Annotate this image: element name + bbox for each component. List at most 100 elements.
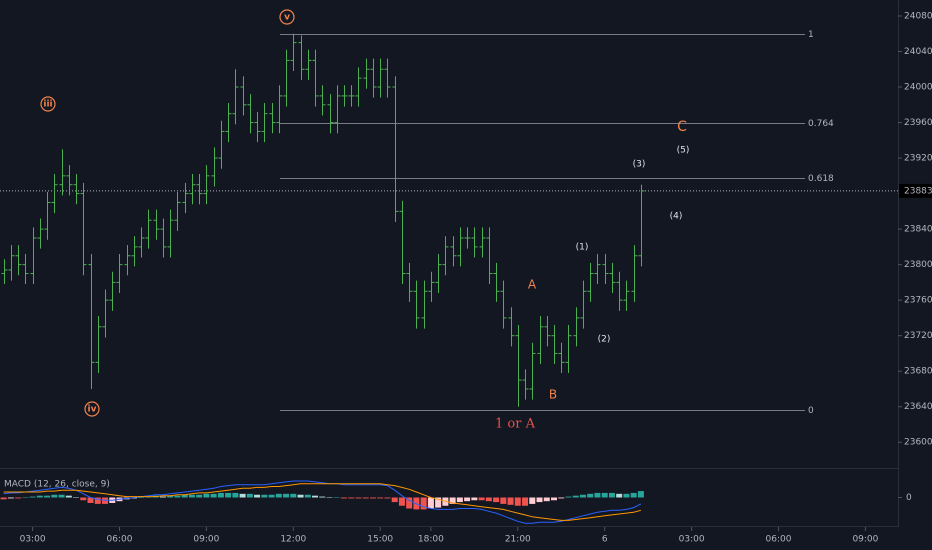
wave-circle: [40, 96, 56, 112]
macd-histogram: [94, 497, 101, 504]
macd-histogram: [65, 495, 72, 498]
macd-histogram: [485, 497, 492, 502]
macd-histogram: [579, 494, 586, 498]
macd-histogram: [514, 497, 521, 506]
y-tick-label: 24000: [904, 83, 932, 93]
fib-label: 0.618: [808, 174, 834, 184]
x-tick-label: 06:00: [766, 535, 792, 545]
macd-histogram: [232, 492, 239, 498]
last-price-box: [899, 183, 932, 198]
macd-histogram: [290, 493, 297, 498]
x-tick-label: 21:00: [505, 535, 531, 545]
macd-histogram: [536, 497, 543, 503]
macd-histogram: [340, 497, 347, 499]
macd-histogram: [196, 494, 203, 498]
macd-histogram: [36, 495, 43, 498]
x-tick-label: 12:00: [280, 535, 306, 545]
macd-histogram: [522, 497, 529, 506]
macd-histogram: [58, 494, 65, 498]
wave-label: v: [284, 13, 290, 23]
x-tick-label: 09:00: [852, 535, 878, 545]
wave-label: (1): [576, 243, 589, 253]
x-tick-label: 6: [602, 535, 608, 545]
macd-histogram: [435, 497, 442, 508]
macd-histogram: [565, 496, 572, 498]
wave-label: A: [528, 278, 537, 292]
macd-title: MACD (12, 26, close, 9): [4, 480, 110, 490]
macd-histogram: [355, 497, 362, 499]
x-tick-label: 09:00: [193, 535, 219, 545]
y-tick-label: 23960: [904, 118, 932, 128]
y-tick-label: 23600: [904, 438, 932, 448]
x-tick-label: 06:00: [107, 535, 133, 545]
macd-histogram: [369, 497, 376, 499]
last-price-label: 23883: [904, 186, 932, 196]
macd-histogram: [420, 497, 427, 510]
y-tick-label: 23840: [904, 225, 932, 235]
macd-histogram: [384, 497, 391, 499]
y-tick-label: 24080: [904, 11, 932, 21]
macd-histogram: [283, 493, 290, 498]
macd-histogram: [210, 493, 217, 498]
x-tick-label: 03:00: [20, 535, 46, 545]
y-tick-label: 23920: [904, 154, 932, 164]
macd-histogram: [572, 495, 579, 498]
fib-label: 1: [808, 30, 814, 40]
macd-histogram: [297, 494, 304, 498]
macd-histogram: [427, 497, 434, 509]
macd-histogram: [7, 497, 14, 499]
macd-histogram: [217, 492, 224, 498]
x-tick-label: 15:00: [367, 535, 393, 545]
y-tick-label: 24040: [904, 47, 932, 57]
macd-histogram: [51, 494, 58, 498]
fib-label: 0: [808, 406, 814, 416]
macd-histogram: [22, 497, 29, 498]
macd-histogram: [464, 497, 471, 502]
macd-histogram: [637, 491, 644, 498]
y-tick-label: 23680: [904, 367, 932, 377]
macd-histogram: [616, 493, 623, 498]
macd-histogram: [398, 497, 405, 506]
macd-histogram: [181, 494, 188, 498]
macd-histogram: [319, 496, 326, 498]
macd-histogram: [493, 497, 500, 503]
macd-histogram: [246, 493, 253, 498]
x-tick-label: 03:00: [679, 535, 705, 545]
y-tick-label: 23640: [904, 402, 932, 412]
macd-histogram: [529, 497, 536, 504]
macd-histogram: [312, 495, 319, 498]
macd-histogram: [406, 497, 413, 509]
macd-histogram: [558, 497, 565, 499]
macd-histogram: [188, 494, 195, 498]
macd-histogram: [377, 497, 384, 499]
macd-histogram: [203, 493, 210, 498]
macd-histogram: [456, 497, 463, 503]
macd-histogram: [326, 497, 333, 498]
wave-label: C: [677, 119, 687, 135]
x-tick-label: 18:00: [418, 535, 444, 545]
macd-y-tick-label: 0: [906, 493, 912, 503]
wave-circle: [84, 401, 100, 417]
macd-histogram: [44, 495, 51, 498]
y-tick-label: 23800: [904, 260, 932, 270]
macd-histogram: [268, 494, 275, 498]
macd-histogram: [348, 497, 355, 499]
wave-label: (2): [598, 335, 611, 345]
macd-histogram: [254, 494, 261, 498]
macd-histogram: [304, 494, 311, 498]
wave-label: 1 or A: [495, 417, 536, 432]
macd-histogram: [333, 497, 340, 498]
y-tick-label: 23720: [904, 331, 932, 341]
macd-histogram: [500, 497, 507, 504]
macd-histogram: [449, 497, 456, 504]
macd-histogram: [261, 494, 268, 498]
macd-histogram: [80, 497, 87, 501]
macd-histogram: [73, 497, 80, 498]
wave-label: (4): [670, 212, 683, 222]
macd-histogram: [601, 492, 608, 498]
macd-histogram: [87, 497, 94, 503]
macd-line: [3, 480, 642, 524]
macd-histogram: [478, 497, 485, 501]
macd-histogram: [391, 497, 398, 503]
